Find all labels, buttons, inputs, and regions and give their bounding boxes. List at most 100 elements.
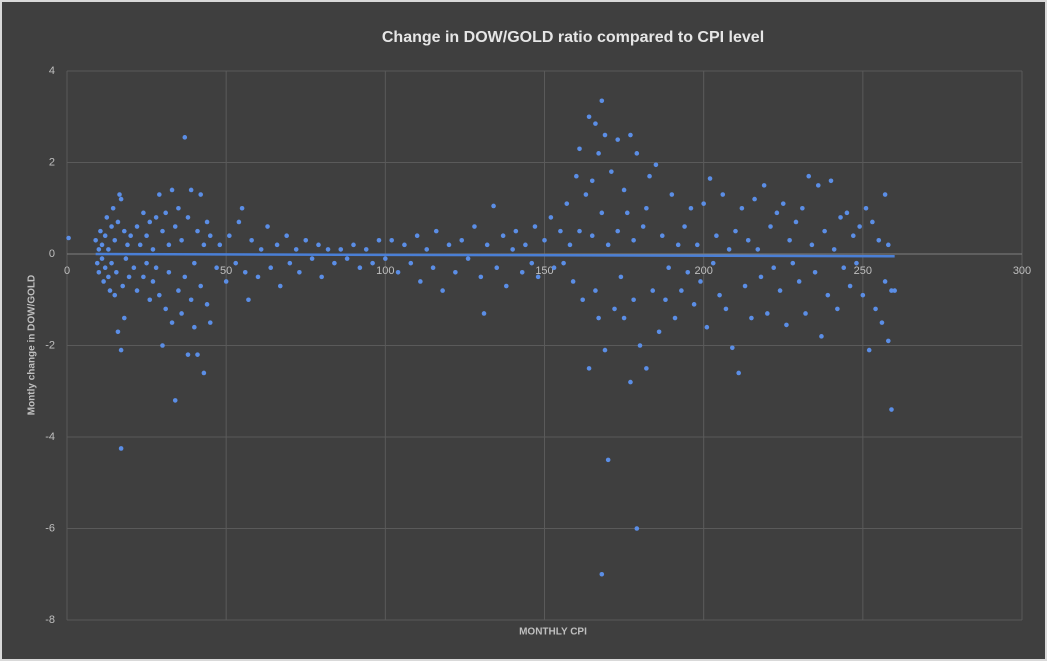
- scatter-point: [679, 288, 684, 293]
- scatter-point: [101, 279, 106, 284]
- scatter-point: [93, 237, 98, 243]
- scatter-point: [838, 215, 843, 220]
- scatter-point: [602, 132, 608, 138]
- scatter-point: [144, 233, 149, 238]
- scatter-point: [663, 297, 668, 303]
- scatter-point: [583, 192, 589, 197]
- scatter-point: [784, 322, 789, 328]
- scatter-point: [195, 352, 200, 357]
- scatter-point: [201, 370, 207, 376]
- scatter-point: [698, 279, 703, 284]
- scatter-point: [122, 228, 127, 234]
- scatter-point: [860, 292, 866, 298]
- scatter-point: [274, 242, 280, 248]
- scatter-point: [519, 270, 525, 275]
- scatter-point: [621, 315, 627, 321]
- scatter-point: [118, 446, 124, 451]
- scatter-point: [239, 205, 245, 211]
- scatter-point: [675, 242, 681, 248]
- scatter-point: [631, 297, 636, 303]
- scatter-point: [153, 215, 159, 220]
- scatter-point: [144, 260, 149, 266]
- scatter-point: [529, 260, 535, 266]
- scatter-point: [424, 247, 430, 252]
- scatter-point: [99, 242, 105, 248]
- x-tick-label: 150: [535, 265, 553, 277]
- scatter-point: [825, 292, 831, 298]
- scatter-point: [198, 192, 203, 197]
- scatter-point: [120, 283, 126, 289]
- scatter-point: [774, 210, 780, 216]
- y-tick-label: 4: [49, 65, 55, 77]
- y-axis-title: Montly change in DOW/GOLD: [27, 275, 38, 416]
- scatter-point: [118, 347, 124, 353]
- scatter-point: [831, 247, 837, 252]
- scatter-point: [249, 237, 254, 243]
- y-tick-label: 2: [49, 156, 55, 168]
- scatter-point: [370, 260, 375, 266]
- scatter-point: [418, 279, 423, 284]
- y-tick-label: -8: [45, 614, 55, 626]
- scatter-point: [717, 292, 722, 298]
- scatter-point: [338, 247, 344, 252]
- scatter-point: [615, 137, 621, 142]
- scatter-point: [491, 203, 496, 209]
- x-tick-label: 0: [64, 265, 70, 277]
- scatter-point: [236, 219, 242, 225]
- scatter-point: [172, 398, 178, 403]
- scatter-point: [179, 311, 184, 316]
- scatter-point: [850, 233, 856, 238]
- y-tick-label: 0: [49, 248, 55, 260]
- scatter-point: [284, 233, 289, 238]
- scatter-point: [157, 192, 162, 197]
- scatter-point: [691, 302, 697, 307]
- scatter-point: [707, 176, 713, 181]
- scatter-point: [714, 233, 719, 238]
- scatter-point: [472, 224, 477, 229]
- scatter-point: [207, 320, 213, 325]
- scatter-point: [66, 235, 71, 241]
- scatter-point: [787, 237, 792, 243]
- scatter-point: [106, 274, 111, 280]
- scatter-point: [847, 283, 853, 289]
- scatter-point: [94, 260, 100, 266]
- scatter-point: [761, 183, 767, 188]
- scatter-point: [153, 265, 159, 271]
- scatter-point: [106, 247, 111, 252]
- scatter-point: [599, 210, 605, 216]
- scatter-point: [602, 347, 608, 353]
- scatter-point: [351, 242, 356, 248]
- scatter-point: [866, 347, 872, 353]
- scatter-point: [182, 135, 188, 140]
- scatter-point: [682, 224, 687, 229]
- scatter-point: [803, 311, 808, 316]
- scatter-point: [134, 288, 140, 293]
- scatter-point: [265, 224, 270, 229]
- scatter-point: [733, 228, 738, 234]
- scatter-point: [118, 196, 124, 202]
- scatter-point: [596, 315, 601, 321]
- scatter-point: [128, 233, 133, 238]
- scatter-point: [870, 219, 875, 225]
- scatter-point: [574, 173, 579, 179]
- scatter-point: [730, 345, 735, 351]
- x-tick-label: 200: [694, 265, 712, 277]
- scatter-point: [147, 219, 153, 225]
- scatter-point: [605, 242, 611, 248]
- scatter-point: [640, 224, 646, 229]
- scatter-point: [110, 205, 116, 211]
- scatter-point: [669, 192, 675, 197]
- scatter-point: [176, 205, 181, 211]
- scatter-point: [634, 151, 640, 156]
- trendline: [95, 252, 895, 258]
- scatter-point: [217, 242, 223, 248]
- scatter-point: [141, 274, 146, 280]
- scatter-point: [752, 196, 757, 202]
- x-tick-label: 250: [854, 265, 872, 277]
- scatter-point: [169, 187, 175, 193]
- scatter-point: [886, 242, 891, 248]
- scatter-point: [157, 292, 162, 298]
- scatter-point: [720, 192, 726, 197]
